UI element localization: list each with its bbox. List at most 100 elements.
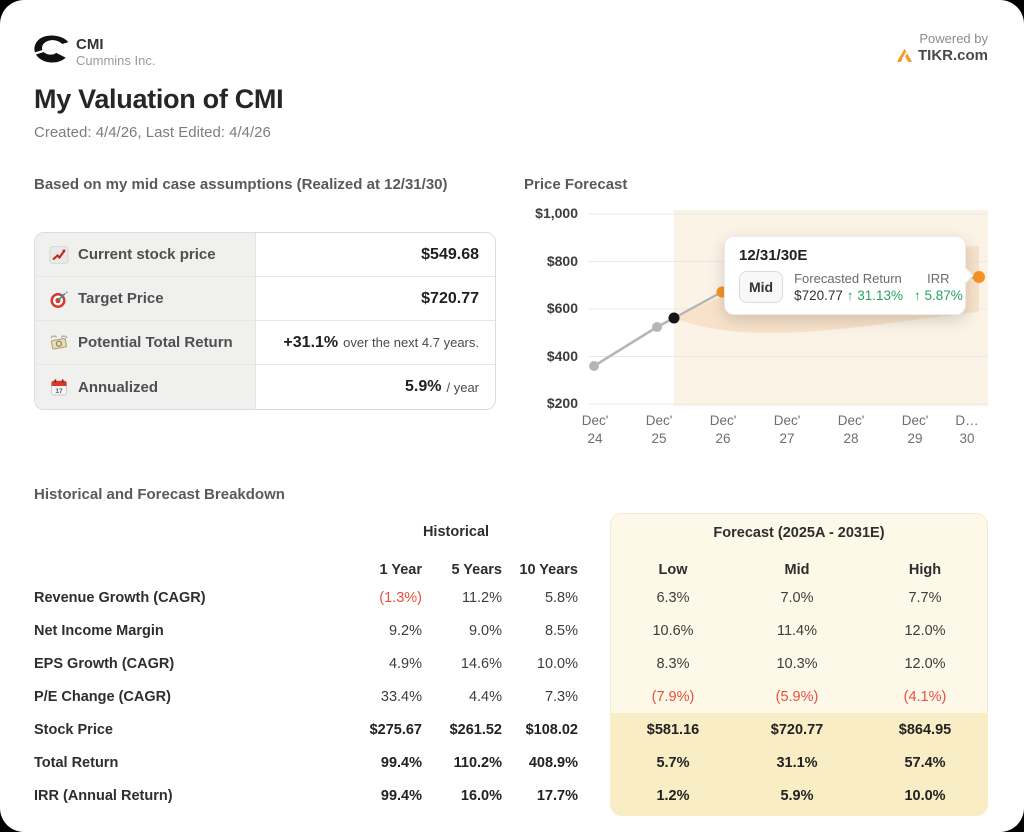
summary-row-current-price: Current stock price $549.68 [35,233,495,277]
summary-value: +31.1% over the next 4.7 years. [283,333,479,351]
breakdown-table: Historical Forecast (2025A - 2031E) 1 Ye… [34,510,988,822]
row-value: 7.7% [908,590,942,606]
summary-row-total-return: Potential Total Return +31.1% over the ne… [35,321,495,365]
x-axis-tick: Dec' 28 [837,413,865,446]
row-value: 99.4% [380,755,422,771]
col-high: High [908,562,942,578]
row-value: 7.0% [780,590,814,606]
row-value: 12.0% [904,656,946,672]
row-value: 33.4% [380,689,422,705]
row-value: 11.4% [776,623,818,639]
row-value: 16.0% [460,788,502,804]
summary-row-annualized: 17 Annualized 5.9% / year [35,365,495,409]
page-subtitle: Created: 4/4/26, Last Edited: 4/4/26 [34,124,271,141]
col-5-years: 5 Years [451,562,502,578]
row-value: 31.1% [776,755,818,771]
summary-label: Potential Total Return [78,334,233,351]
table-row: IRR (Annual Return) 99.4% 16.0% 17.7% 1.2% 5.… [34,780,988,813]
forecasted-price: $720.77 [794,288,843,303]
row-label: Stock Price [34,722,113,738]
powered-by-label: Powered by [919,31,988,46]
row-value: 110.2% [453,755,502,771]
breakdown-heading: Historical and Forecast Breakdown [34,486,285,503]
assumptions-heading: Based on my mid case assumptions (Realiz… [34,176,448,193]
row-value: $108.02 [525,722,578,738]
row-value: (4.1%) [903,689,947,705]
row-value: $581.16 [646,722,700,738]
y-axis-tick: $200 [546,395,578,411]
mid-case-badge[interactable]: Mid [739,271,784,303]
col-10-years: 10 Years [519,562,578,578]
tikr-brand[interactable]: TIKR.com [896,47,988,64]
row-value: 57.4% [904,755,946,771]
y-axis-tick: $800 [546,252,578,269]
row-label: IRR (Annual Return) [34,788,173,804]
x-axis-tick: Dec' 29 [901,413,929,446]
row-value: 17.7% [536,788,578,804]
irr-label: IRR [927,271,950,286]
row-label: Revenue Growth (CAGR) [34,590,206,606]
column-headers-row: 1 Year 5 Years 10 Years Low Mid High [34,554,988,587]
row-value: 5.9% [780,788,814,804]
table-row: Revenue Growth (CAGR) (1.3%) 11.2% 5.8% 6.3%… [34,582,988,615]
table-row: Stock Price $275.67 $261.52 $108.02 $581.16 $… [34,714,988,747]
row-value: 12.0% [904,623,946,639]
row-value: 5.8% [544,590,578,606]
row-value: 9.0% [468,623,502,639]
row-value: 10.6% [652,623,694,639]
row-value: 4.4% [468,689,502,705]
row-value: $261.52 [449,722,502,738]
y-axis-tick: $1,000 [535,205,578,221]
row-value: 10.0% [904,788,946,804]
ticker-symbol: CMI [76,36,104,53]
x-axis-tick: Dec' 27 [773,413,801,446]
row-value: (7.9%) [651,689,695,705]
price-forecast-chart[interactable]: $1,000 $800 $600 $400 $200 Dec' 24 Dec' 25 Dec' 2… [520,170,1016,470]
summary-label: Target Price [78,290,164,307]
row-label: P/E Change (CAGR) [34,689,171,705]
col-1-year: 1 Year [379,562,422,578]
brand-label: TIKR.com [917,47,988,64]
y-axis-tick: $600 [546,300,578,316]
table-row: Net Income Margin 9.2% 9.0% 8.5% 10.6% 11.4% 1… [34,615,988,648]
row-value: 1.2% [656,788,690,804]
summary-label: Current stock price [78,246,216,263]
col-low: Low [658,562,688,578]
forecasted-return-change: ↑ 31.13% [846,288,903,303]
row-value: $720.77 [770,722,824,738]
row-value: 408.9% [528,755,578,771]
tooltip-date: 12/31/30E [739,247,808,264]
row-value: 14.6% [460,656,502,672]
table-row: Total Return 99.4% 110.2% 408.9% 5.7% 31.1% 57… [34,747,988,780]
x-axis-tick: Dec' 24 [581,413,609,446]
row-value: 7.3% [544,689,578,705]
summary-value: 5.9% / year [405,378,479,395]
irr-change: ↑ 5.87% [913,288,963,303]
forecast-header: Forecast (2025A - 2031E) [713,525,885,541]
page-title: My Valuation of CMI [34,84,284,114]
money-with-wings-icon [49,333,69,353]
row-value: (5.9%) [775,689,819,705]
chart-tooltip: 12/31/30E Mid Forecasted Return $720.77 … [724,236,974,315]
chart-increasing-icon [49,245,69,265]
summary-label: Annualized [78,378,159,396]
table-row: P/E Change (CAGR) 33.4% 4.4% 7.3% (7.9%) (5.9… [34,681,988,714]
company-name: Cummins Inc. [76,53,156,68]
cummins-logo-icon [30,34,73,69]
x-axis-tick: Dec' 26 [709,413,737,446]
row-value: $864.95 [898,722,952,738]
summary-value: $720.77 [421,289,479,307]
summary-row-target-price: Target Price $720.77 [35,277,495,321]
forecasted-return-label: Forecasted Return [794,271,902,286]
summary-value: $549.68 [421,245,479,263]
historical-header: Historical [422,524,490,540]
row-label: EPS Growth (CAGR) [34,656,175,672]
row-value: 6.3% [656,590,690,606]
forecast-highlight-block [610,713,988,816]
col-mid: Mid [784,562,810,578]
tikr-logo-icon [896,48,913,63]
calendar-icon: 17 [49,377,69,397]
row-value: 11.2% [461,590,502,606]
row-value: 4.9% [388,656,422,672]
summary-table: Current stock price $549.68 Target Price… [34,232,496,410]
